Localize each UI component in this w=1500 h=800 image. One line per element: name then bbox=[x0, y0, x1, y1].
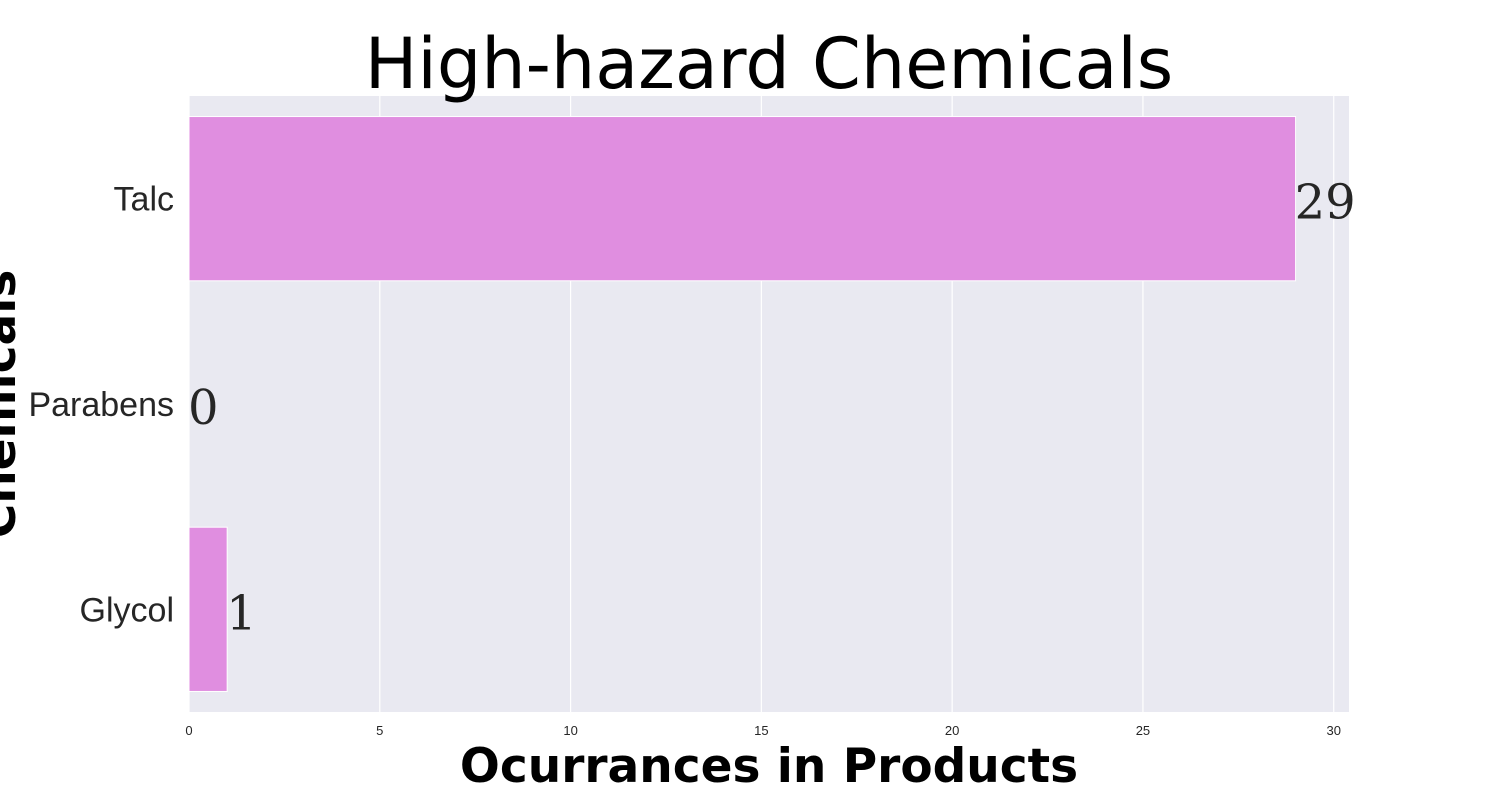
data-label: 29 bbox=[1295, 175, 1356, 231]
data-label: 0 bbox=[188, 380, 219, 436]
bar bbox=[188, 526, 228, 692]
y-axis-label: Chemicals bbox=[0, 270, 27, 539]
y-axis-categories: Talc Parabens Glycol bbox=[28, 181, 174, 630]
x-tick-label: 30 bbox=[1327, 723, 1341, 738]
x-axis-ticks: 0 5 10 15 20 25 30 bbox=[185, 723, 1341, 738]
x-tick-label: 25 bbox=[1136, 723, 1150, 738]
bar bbox=[188, 116, 1297, 282]
category-label: Parabens bbox=[28, 386, 174, 424]
data-labels: 29 0 1 bbox=[188, 175, 1356, 642]
data-label: 1 bbox=[226, 585, 257, 641]
category-label: Talc bbox=[114, 181, 174, 219]
x-axis-label: Ocurrances in Products bbox=[460, 739, 1078, 794]
bars bbox=[188, 116, 1297, 692]
x-tick-label: 15 bbox=[754, 723, 768, 738]
chart-title: High-hazard Chemicals bbox=[365, 23, 1174, 105]
x-tick-label: 5 bbox=[376, 723, 383, 738]
x-tick-label: 10 bbox=[563, 723, 577, 738]
x-tick-label: 0 bbox=[185, 723, 192, 738]
x-tick-label: 20 bbox=[945, 723, 959, 738]
category-label: Glycol bbox=[80, 591, 174, 629]
